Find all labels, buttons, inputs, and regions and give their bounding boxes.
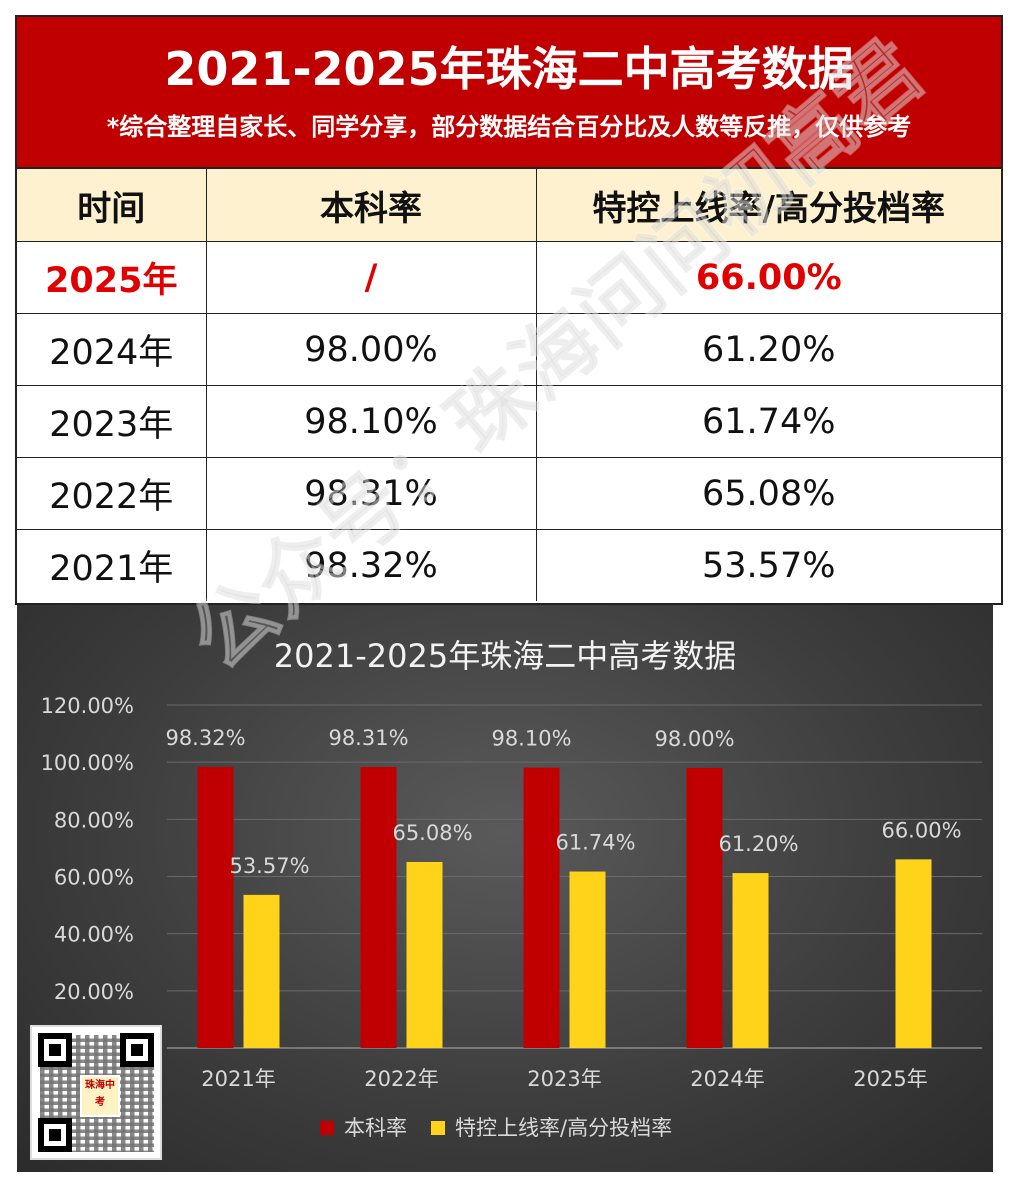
cell-year: 2023年 (17, 385, 207, 458)
table-row: 2024年 98.00% 61.20% (17, 313, 1001, 386)
cell-top-rate: 66.00% (535, 241, 1001, 314)
x-tick-label: 2022年 (364, 1067, 438, 1091)
y-tick-label: 80.00% (54, 808, 134, 832)
qr-finder-pattern (38, 1033, 72, 1067)
cell-undergrad-rate: 98.32% (205, 529, 537, 601)
cell-year: 2024年 (17, 313, 207, 386)
bar-top-rate (732, 873, 769, 1048)
x-tick-label: 2021年 (201, 1067, 275, 1091)
table-row: 2025年 / 66.00% (17, 241, 1001, 314)
qr-finder-pattern (38, 1118, 72, 1152)
data-label: 98.31% (328, 726, 408, 750)
y-tick-label: 100.00% (41, 751, 134, 775)
cell-year: 2021年 (17, 529, 207, 601)
page-subtitle: *综合整理自家长、同学分享，部分数据结合百分比及人数等反推，仅供参考 (106, 113, 912, 141)
bar-top-rate (569, 871, 606, 1048)
legend-swatch (320, 1121, 334, 1135)
title-banner: 2021-2025年珠海二中高考数据 *综合整理自家长、同学分享，部分数据结合百… (17, 17, 1001, 169)
data-label: 61.74% (555, 831, 635, 855)
y-tick-label: 40.00% (54, 923, 134, 947)
data-label: 98.32% (165, 726, 245, 750)
table-header-row: 时间 本科率 特控上线率/高分投档率 (17, 169, 1001, 242)
y-tick-label: 20.00% (54, 980, 134, 1004)
legend-label: 特控上线率/高分投档率 (455, 1116, 672, 1140)
bar-undergrad-rate (686, 767, 723, 1048)
data-table: 时间 本科率 特控上线率/高分投档率 2025年 / 66.00% 2024年 … (17, 169, 1001, 601)
bar-undergrad-rate (197, 766, 234, 1048)
chart-title: 2021-2025年珠海二中高考数据 (274, 637, 736, 675)
data-label: 66.00% (881, 818, 961, 842)
bar-top-rate (406, 861, 443, 1048)
data-label: 98.10% (491, 727, 571, 751)
cell-undergrad-rate: 98.10% (205, 385, 537, 458)
cell-undergrad-rate: 98.00% (205, 313, 537, 386)
column-header-top-rate: 特控上线率/高分投档率 (535, 169, 1001, 242)
chart-frame: 2021-2025年珠海二中高考数据 20.00% 40.00% 60.00% 80.0… (17, 605, 993, 1172)
column-header-undergrad-rate: 本科率 (205, 169, 537, 242)
cell-year: 2022年 (17, 457, 207, 530)
bar-top-rate (895, 859, 932, 1048)
cell-year: 2025年 (17, 241, 207, 314)
legend-swatch (431, 1121, 445, 1135)
cell-top-rate: 65.08% (535, 457, 1001, 530)
data-label: 65.08% (392, 821, 472, 845)
column-header-time: 时间 (17, 169, 207, 242)
data-table-card: 2021-2025年珠海二中高考数据 *综合整理自家长、同学分享，部分数据结合百… (15, 15, 1003, 605)
table-row: 2023年 98.10% 61.74% (17, 385, 1001, 458)
y-tick-label: 120.00% (41, 694, 134, 718)
bar-top-rate (243, 894, 280, 1048)
data-label: 61.20% (718, 832, 798, 856)
table-row: 2021年 98.32% 53.57% (17, 529, 1001, 601)
bar-undergrad-rate (523, 767, 560, 1048)
cell-top-rate: 61.20% (535, 313, 1001, 386)
data-label: 98.00% (654, 727, 734, 751)
x-tick-label: 2023年 (527, 1067, 601, 1091)
qr-code: 珠海中考 (30, 1025, 162, 1160)
data-label: 53.57% (229, 854, 309, 878)
bar-chart: 2021-2025年珠海二中高考数据 20.00% 40.00% 60.00% 80.0… (41, 637, 982, 1140)
page-title: 2021-2025年珠海二中高考数据 (164, 42, 854, 96)
cell-undergrad-rate: / (205, 241, 537, 314)
cell-top-rate: 53.57% (535, 529, 1001, 601)
legend-label: 本科率 (344, 1116, 407, 1140)
qr-logo: 珠海中考 (80, 1075, 120, 1117)
cell-undergrad-rate: 98.31% (205, 457, 537, 530)
x-tick-label: 2025年 (853, 1067, 927, 1091)
qr-finder-pattern (120, 1033, 154, 1067)
y-tick-label: 60.00% (54, 866, 134, 890)
x-tick-label: 2024年 (690, 1067, 764, 1091)
table-row: 2022年 98.31% 65.08% (17, 457, 1001, 530)
bar-undergrad-rate (360, 766, 397, 1048)
cell-top-rate: 61.74% (535, 385, 1001, 458)
